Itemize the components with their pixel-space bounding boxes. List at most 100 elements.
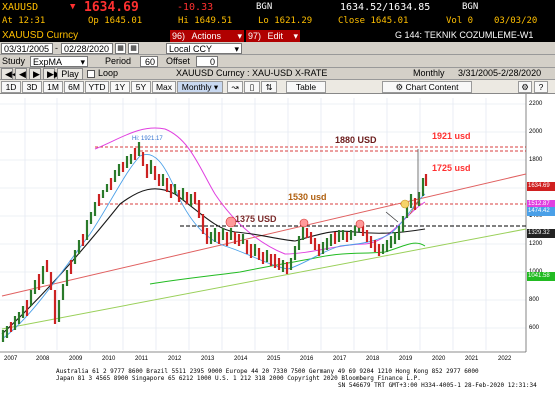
settings-icon[interactable]: ⚙: [518, 81, 532, 93]
quote-header: XAUUSD ▼ 1634.69 -10.33 BGN 1634.52/1634…: [0, 0, 555, 30]
help-icon[interactable]: ?: [534, 81, 548, 93]
chevron-down-icon: ▾: [293, 31, 298, 41]
date-row: 03/31/2005 - 02/28/2020 ▦ ▦ Local CCY ▾: [0, 42, 555, 55]
currency-select[interactable]: Local CCY ▾: [166, 43, 242, 54]
x-tick: 2020: [432, 356, 446, 362]
tab-5y[interactable]: 5Y: [131, 81, 151, 93]
study-value: ExpMA: [33, 57, 63, 67]
start-date-field[interactable]: 03/31/2005: [1, 43, 53, 54]
compare-icon[interactable]: ⇅: [261, 81, 277, 93]
offset-label: Offset: [166, 56, 190, 66]
actions-label: Actions: [191, 31, 222, 41]
loop-checkbox[interactable]: [87, 70, 95, 78]
annotation-1921: 1921 usd: [432, 131, 471, 141]
y-tick: 1200: [529, 241, 543, 247]
price-candles: [1, 142, 428, 342]
x-tick: 2014: [234, 356, 248, 362]
chevron-down-icon: ▾: [211, 82, 219, 92]
tab-chart-content[interactable]: ⚙ Chart Content: [382, 81, 472, 93]
chevron-down-icon: ▾: [234, 44, 239, 54]
currency-value: Local CCY: [169, 44, 213, 54]
title-bar: XAUUSD Curncy 96) Actions ▾ 97) Edit ▾ G…: [0, 30, 555, 42]
arrow-annotation: [409, 197, 421, 215]
x-tick: 2010: [102, 356, 116, 362]
y-tick: 600: [529, 325, 540, 331]
price-tag-last: 1634.69: [527, 182, 555, 191]
chevron-down-icon: ▾: [237, 31, 242, 41]
grid-vertical: [24, 98, 487, 350]
y-tick: 1400: [529, 213, 543, 219]
edit-label: Edit: [267, 31, 284, 41]
actions-num: 96): [172, 31, 186, 41]
x-tick: 2021: [465, 356, 479, 362]
last-price: 1634.69: [84, 0, 139, 15]
tab-table[interactable]: Table: [286, 81, 326, 93]
page-tag: G 144: TEKNIK COZUMLEME-W1: [395, 30, 534, 40]
back-button[interactable]: ◀◀: [1, 68, 19, 80]
fwd-button[interactable]: ▶▶: [43, 68, 61, 80]
study-select[interactable]: ExpMA ▾: [30, 56, 88, 67]
end-date-field[interactable]: 02/28/2020: [61, 43, 113, 54]
tab-ytd[interactable]: YTD: [85, 81, 109, 93]
tab-1y[interactable]: 1Y: [110, 81, 130, 93]
period-label: Period: [105, 56, 132, 66]
bid-ask: 1634.52/1634.85: [340, 2, 431, 13]
high: Hi 1649.51: [178, 16, 233, 26]
offset-field[interactable]: 0: [196, 56, 218, 67]
change: -10.33: [177, 2, 214, 13]
x-tick: 2007: [4, 356, 18, 362]
x-tick: 2018: [366, 356, 380, 362]
y-axis: 2200 2000 1800 1600 1400 1200 1000 800 6…: [528, 94, 555, 352]
line-chart-icon[interactable]: ↝: [227, 81, 243, 93]
period-field[interactable]: 60: [140, 56, 158, 67]
frequency-label: Monthly: [413, 68, 445, 78]
tab-3d[interactable]: 3D: [22, 81, 42, 93]
edit-num: 97): [248, 31, 262, 41]
tab-chart-content-label: Chart Content: [405, 82, 459, 92]
price-tag-ema4: 1041.58: [527, 272, 555, 281]
time: At 12:31: [2, 16, 46, 26]
price-chart[interactable]: Hi: 1921.17 1880 USD 1921 usd 1725 usd 1…: [0, 94, 555, 400]
x-tick: 2011: [135, 356, 148, 362]
gear-icon: ⚙: [395, 82, 406, 92]
tab-1m[interactable]: 1M: [43, 81, 63, 93]
chevron-down-icon: ▾: [80, 57, 85, 67]
play-row: ◀◀ ◀ ▶ ▶▶ Play Loop XAUUSD Curncy : XAU-…: [0, 68, 555, 80]
tab-monthly[interactable]: Monthly ▾: [177, 81, 223, 93]
ma-magenta: [94, 127, 426, 255]
study-label: Study: [2, 56, 26, 66]
tab-monthly-label: Monthly: [181, 82, 212, 92]
x-axis: 2007 2008 2009 2010 2011 2012 2013 2014 …: [0, 356, 526, 366]
calendar-icon[interactable]: ▦: [115, 43, 126, 54]
candle-chart-icon[interactable]: ▯: [244, 81, 260, 93]
ma-green: [149, 242, 426, 285]
tab-max[interactable]: Max: [152, 81, 176, 93]
footer-line-1: Australia 61 2 9777 8600 Brazil 5511 239…: [56, 368, 479, 375]
x-tick: 2008: [36, 356, 50, 362]
trendline-green: [1, 228, 527, 330]
footer-line-3: SN 546679 TRT GMT+3:00 H334-4005-1 28-Fe…: [338, 382, 537, 389]
price-tag-ema1: 1512.87: [527, 200, 555, 209]
x-tick: 2019: [399, 356, 413, 362]
tab-6m[interactable]: 6M: [64, 81, 84, 93]
tab-1d[interactable]: 1D: [1, 81, 21, 93]
step-back-button[interactable]: ◀: [15, 68, 27, 80]
calendar-icon[interactable]: ▦: [128, 43, 139, 54]
range-label: 3/31/2005-2/28/2020: [458, 68, 542, 78]
date-separator: -: [55, 43, 58, 53]
ma-blue: [1, 154, 426, 340]
x-tick: 2009: [69, 356, 83, 362]
x-tick: 2017: [333, 356, 347, 362]
security-name: XAUUSD Curncy: [2, 30, 79, 41]
chart-svg: [0, 94, 527, 353]
pivot-circle: [355, 219, 365, 229]
source2: BGN: [462, 2, 479, 12]
x-tick: 2015: [267, 356, 281, 362]
actions-menu[interactable]: 96) Actions ▾: [170, 30, 244, 42]
edit-menu[interactable]: 97) Edit ▾: [246, 30, 300, 42]
x-tick: 2013: [201, 356, 215, 362]
x-tick: 2022: [498, 356, 512, 362]
play-button[interactable]: Play: [57, 68, 83, 80]
price-tag-ema2: 1474.42: [527, 207, 555, 216]
step-fwd-button[interactable]: ▶: [29, 68, 41, 80]
